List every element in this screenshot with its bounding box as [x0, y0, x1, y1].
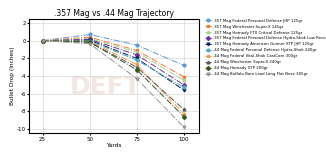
Line: .357 Mag Federal Personal Defense Hydra-Shok Low Recoil 130gr: .357 Mag Federal Personal Defense Hydra-… — [41, 38, 185, 86]
.44 Mag Federal Personal Defense Hydra-Shok 240gr — [88, 40, 92, 42]
.357 Mag Hornady American Gunner XTP JHP 125gr — [135, 57, 139, 59]
.357 Mag Winchester Super-X 145gr — [40, 40, 44, 42]
X-axis label: Yards: Yards — [106, 143, 122, 148]
.357 Mag Federal Personal Defense JHP 125gr — [40, 40, 44, 42]
.357 Mag Winchester Super-X 145gr — [182, 76, 186, 78]
.357 Mag Hornady FTX Critical Defense 125gr — [135, 51, 139, 53]
.44 Mag Winchester Super-X 240gr — [135, 66, 139, 68]
.357 Mag Hornady American Gunner XTP JHP 125gr — [40, 40, 44, 42]
.357 Mag Federal Personal Defense Hydra-Shok Low Recoil 130gr — [88, 38, 92, 40]
.357 Mag Winchester Super-X 145gr — [88, 36, 92, 38]
Line: .357 Mag Hornady American Gunner XTP JHP 125gr: .357 Mag Hornady American Gunner XTP JHP… — [41, 39, 185, 91]
.357 Mag Hornady American Gunner XTP JHP 125gr — [88, 39, 92, 41]
.357 Mag Federal Personal Defense JHP 125gr — [88, 33, 92, 35]
Line: .44 Mag Winchester Super-X 240gr: .44 Mag Winchester Super-X 240gr — [41, 39, 185, 111]
.44 Mag Hornady XTP 200gr — [182, 116, 186, 117]
.44 Mag Federal Personal Defense Hydra-Shok 240gr — [135, 59, 139, 61]
.44 Mag Federal Personal Defense Hydra-Shok 240gr — [182, 86, 186, 88]
.44 Mag Federal Personal Defense Hydra-Shok 240gr — [40, 40, 44, 42]
Y-axis label: Bullet Drop (Inches): Bullet Drop (Inches) — [10, 47, 15, 105]
.357 Mag Federal Personal Defense Hydra-Shok Low Recoil 130gr — [40, 40, 44, 42]
.44 Mag Winchester Super-X 240gr — [88, 42, 92, 43]
Text: DEFT: DEFT — [70, 75, 141, 99]
.357 Mag Hornady American Gunner XTP JHP 125gr — [182, 89, 186, 91]
Line: .44 Mag Buffalo Bore Lead Long Flat Nose 305gr: .44 Mag Buffalo Bore Lead Long Flat Nose… — [41, 39, 185, 128]
Line: .357 Mag Hornady FTX Critical Defense 125gr: .357 Mag Hornady FTX Critical Defense 12… — [41, 37, 185, 82]
Legend: .357 Mag Federal Personal Defense JHP 125gr, .357 Mag Winchester Super-X 145gr, : .357 Mag Federal Personal Defense JHP 12… — [204, 18, 326, 77]
.44 Mag Federal Vital-Shok CastCore 300gr — [182, 113, 186, 115]
.44 Mag Federal Vital-Shok CastCore 300gr — [40, 40, 44, 42]
.357 Mag Hornady FTX Critical Defense 125gr — [40, 40, 44, 42]
.357 Mag Hornady FTX Critical Defense 125gr — [182, 79, 186, 81]
Line: .44 Mag Hornady XTP 200gr: .44 Mag Hornady XTP 200gr — [41, 39, 185, 118]
.44 Mag Buffalo Bore Lead Long Flat Nose 305gr — [88, 43, 92, 45]
.44 Mag Buffalo Bore Lead Long Flat Nose 305gr — [40, 40, 44, 42]
.44 Mag Winchester Super-X 240gr — [182, 108, 186, 110]
.357 Mag Hornady FTX Critical Defense 125gr — [88, 38, 92, 39]
.357 Mag Federal Personal Defense JHP 125gr — [182, 64, 186, 66]
Line: .44 Mag Federal Vital-Shok CastCore 300gr: .44 Mag Federal Vital-Shok CastCore 300g… — [41, 39, 185, 115]
Title: .357 Mag vs .44 Mag Trajectory: .357 Mag vs .44 Mag Trajectory — [54, 9, 174, 18]
.44 Mag Federal Vital-Shok CastCore 300gr — [135, 64, 139, 65]
.44 Mag Hornady XTP 200gr — [135, 69, 139, 71]
.44 Mag Federal Vital-Shok CastCore 300gr — [88, 41, 92, 42]
.357 Mag Federal Personal Defense JHP 125gr — [135, 44, 139, 46]
.44 Mag Buffalo Bore Lead Long Flat Nose 305gr — [135, 78, 139, 80]
Line: .357 Mag Federal Personal Defense JHP 125gr: .357 Mag Federal Personal Defense JHP 12… — [41, 33, 185, 67]
.44 Mag Winchester Super-X 240gr — [40, 40, 44, 42]
.357 Mag Federal Personal Defense Hydra-Shok Low Recoil 130gr — [182, 84, 186, 86]
Line: .357 Mag Winchester Super-X 145gr: .357 Mag Winchester Super-X 145gr — [41, 36, 185, 78]
.357 Mag Winchester Super-X 145gr — [135, 49, 139, 51]
.44 Mag Hornady XTP 200gr — [40, 40, 44, 42]
.357 Mag Federal Personal Defense Hydra-Shok Low Recoil 130gr — [135, 54, 139, 56]
Line: .44 Mag Federal Personal Defense Hydra-Shok 240gr: .44 Mag Federal Personal Defense Hydra-S… — [41, 39, 185, 89]
.44 Mag Hornady XTP 200gr — [88, 41, 92, 43]
.44 Mag Buffalo Bore Lead Long Flat Nose 305gr — [182, 126, 186, 128]
